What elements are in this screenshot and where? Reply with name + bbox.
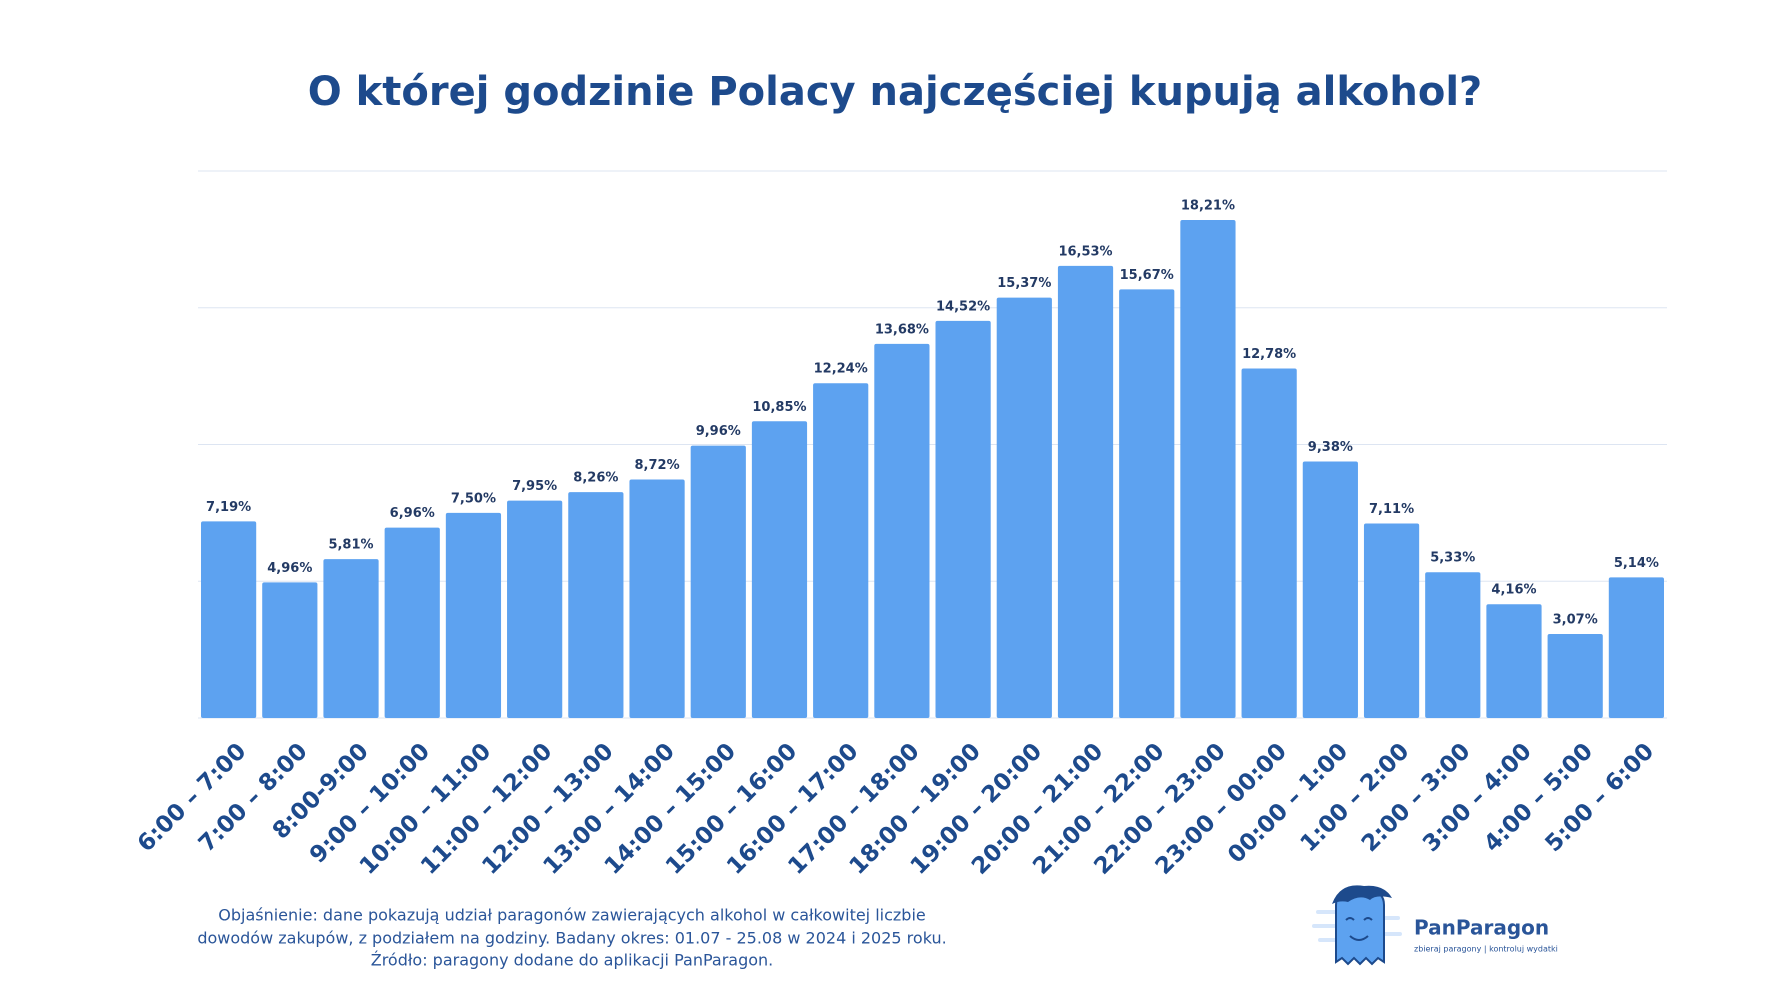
bar — [1363, 523, 1420, 718]
bar — [201, 521, 257, 718]
bar — [1547, 634, 1603, 718]
value-label: 13,68% — [875, 322, 929, 337]
bar — [445, 512, 502, 718]
value-label: 9,96% — [696, 424, 741, 439]
bar — [629, 479, 685, 718]
value-label: 12,24% — [814, 362, 868, 377]
value-label: 7,11% — [1369, 502, 1414, 517]
chart-title: O której godzinie Polacy najczęściej kup… — [308, 69, 1483, 115]
value-label: 15,67% — [1120, 268, 1174, 283]
bar — [262, 582, 318, 718]
value-label: 6,96% — [390, 506, 435, 521]
bar — [1608, 577, 1664, 718]
bar — [323, 559, 379, 718]
value-label: 8,26% — [573, 471, 618, 486]
value-label: 8,72% — [635, 458, 680, 473]
value-label: 7,19% — [206, 500, 251, 515]
value-label: 4,96% — [267, 561, 312, 576]
value-label: 10,85% — [752, 400, 806, 415]
value-label: 12,78% — [1242, 347, 1296, 362]
footnote: dowodów zakupów, z podziałem na godziny.… — [197, 929, 946, 948]
bar — [1180, 219, 1236, 719]
bar — [1425, 572, 1481, 718]
value-label: 5,81% — [328, 538, 373, 553]
x-tick-label: 5:00 – 6:00 — [1540, 738, 1659, 857]
bar — [568, 492, 624, 718]
bar — [1241, 368, 1297, 718]
bar — [1119, 289, 1175, 718]
bar — [1486, 604, 1542, 718]
bar — [874, 343, 930, 718]
footnote: Źródło: paragony dodane do aplikacji Pan… — [371, 951, 774, 970]
bar — [813, 383, 869, 718]
logo-name: PanParagon — [1414, 916, 1549, 940]
value-label: 16,53% — [1058, 244, 1112, 259]
value-label: 7,95% — [512, 479, 557, 494]
value-label: 7,50% — [451, 491, 496, 506]
bar — [1057, 265, 1114, 718]
bar — [690, 445, 746, 718]
value-label: 14,52% — [936, 299, 990, 314]
value-label: 5,33% — [1430, 551, 1475, 566]
bar — [1302, 461, 1358, 718]
footnote: Objaśnienie: dane pokazują udział parago… — [218, 906, 926, 925]
bar — [751, 421, 808, 718]
value-label: 4,16% — [1491, 583, 1536, 598]
value-label: 9,38% — [1308, 440, 1353, 455]
bar — [935, 320, 991, 718]
value-label: 18,21% — [1181, 198, 1235, 213]
logo-icon — [1312, 885, 1402, 966]
value-label: 15,37% — [997, 276, 1051, 291]
logo-tagline: zbieraj paragony | kontroluj wydatki — [1414, 945, 1558, 954]
bar — [384, 527, 440, 718]
bar — [996, 297, 1052, 718]
value-label: 5,14% — [1614, 556, 1659, 571]
bar — [507, 500, 563, 718]
value-label: 3,07% — [1553, 613, 1598, 628]
